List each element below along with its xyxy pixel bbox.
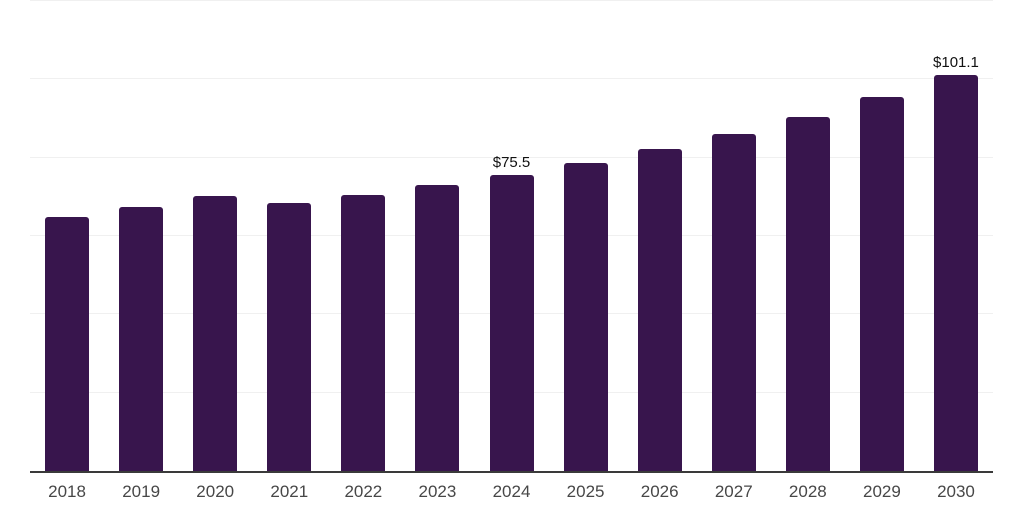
gridline-80 xyxy=(30,156,993,158)
x-tick-2018: 2018 xyxy=(48,482,86,501)
bars: $75.5 $101.1 xyxy=(30,1,993,471)
bar-column-2029 xyxy=(845,1,919,471)
x-tick-2028: 2028 xyxy=(788,482,827,501)
x-tick-2027: 2027 xyxy=(714,482,753,501)
bar-2023 xyxy=(415,185,460,471)
bar-2018 xyxy=(45,216,90,471)
bar-column-2030: $101.1 xyxy=(919,1,993,471)
bar-column-2023 xyxy=(400,1,474,471)
x-axis-labels: 2018 2019 2020 2021 2022 2023 2024 2025 2026 2027… xyxy=(30,483,993,500)
x-tick-2029: 2029 xyxy=(862,482,901,501)
bar-column-2020 xyxy=(178,1,252,471)
value-label-2030: $101.1 xyxy=(933,54,979,72)
x-tick-2019: 2019 xyxy=(122,482,161,501)
x-tick-2021: 2021 xyxy=(270,482,309,501)
bar-2030 xyxy=(933,75,978,471)
x-tick-2023: 2023 xyxy=(418,482,457,501)
bar-2025 xyxy=(563,163,608,471)
gridline-100 xyxy=(30,78,993,80)
bar-2024 xyxy=(489,175,534,471)
bar-column-2027 xyxy=(697,1,771,471)
bar-2028 xyxy=(785,117,830,471)
bar-column-2018 xyxy=(30,1,104,471)
bar-column-2026 xyxy=(623,1,697,471)
bar-2027 xyxy=(711,134,756,471)
bar-column-2021 xyxy=(252,1,326,471)
x-tick-2025: 2025 xyxy=(566,482,605,501)
x-tick-2024: 2024 xyxy=(492,482,531,501)
bar-2026 xyxy=(637,149,682,471)
bar-2019 xyxy=(119,207,164,471)
x-tick-2022: 2022 xyxy=(344,482,383,501)
bar-column-2025 xyxy=(549,1,623,471)
bar-column-2022 xyxy=(326,1,400,471)
bar-2022 xyxy=(341,194,386,471)
value-label-2024: $75.5 xyxy=(492,154,531,172)
x-tick-2020: 2020 xyxy=(196,482,235,501)
bar-column-2024: $75.5 xyxy=(474,1,548,471)
plot-area: $75.5 $101.1 xyxy=(30,0,993,473)
bar-2029 xyxy=(859,96,904,471)
bar-column-2019 xyxy=(104,1,178,471)
x-tick-2030: 2030 xyxy=(937,482,975,501)
x-tick-2026: 2026 xyxy=(640,482,679,501)
bar-column-2028 xyxy=(771,1,845,471)
bar-2021 xyxy=(267,203,312,471)
gridline-120 xyxy=(30,0,993,1)
bar-2020 xyxy=(193,196,238,471)
